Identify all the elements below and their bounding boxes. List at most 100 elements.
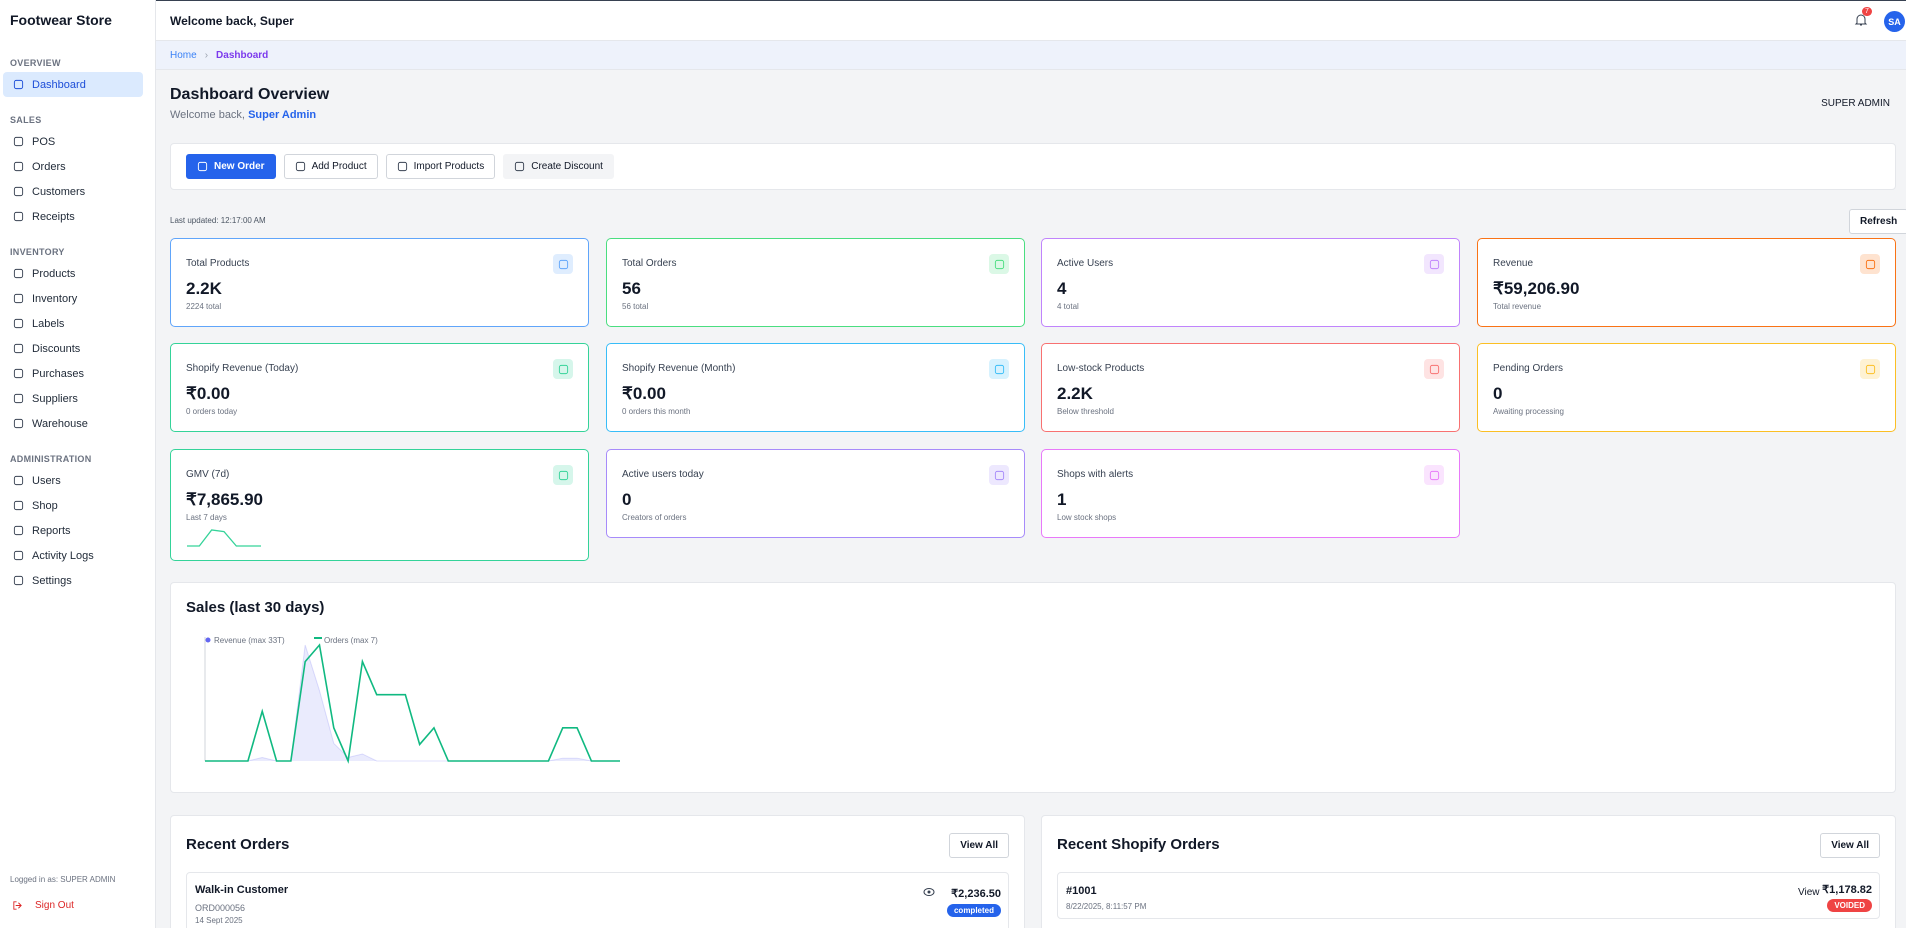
icon-shape [13,393,24,404]
nav-section: SALES POS Orders Customers Receipts [0,113,155,229]
stat-note: Creators of orders [622,513,687,522]
notifications[interactable]: 7 [1854,7,1872,32]
icon [13,525,24,536]
nav-item[interactable]: Reports [3,518,143,543]
nav-label: Reports [32,524,71,537]
nav-item[interactable]: Users [3,468,143,493]
shopify-order-item: #1001 8/22/2025, 8:11:57 PM View ₹1,178.… [1057,872,1880,919]
stat-card: Active users today 0 Creators of orders [606,449,1025,538]
icon [13,500,24,511]
stat-value: ₹59,206.90 [1493,279,1580,298]
stat-value: 0 [1493,384,1503,403]
stat-icon [553,359,573,379]
icon [13,418,24,429]
stat-label: Total Products [186,258,250,269]
nav-item[interactable]: Labels [3,311,143,336]
last-updated: Last updated: 12:17:00 AM [170,216,266,225]
actions-bar: New Order Add Product Import Products Creat… [170,143,1896,190]
avatar[interactable]: SA [1884,11,1905,32]
order-status: completed [946,904,1001,917]
action-button[interactable]: Add Product [283,154,378,179]
shopify-view[interactable]: View [1798,887,1820,898]
icon [558,364,568,374]
refresh-button[interactable]: Refresh [1849,209,1906,234]
icon-shape [1865,364,1875,374]
nav-item[interactable]: Products [3,261,143,286]
icon [1865,259,1875,269]
stat-note: 4 total [1057,302,1079,311]
stat-card: Revenue ₹59,206.90 Total revenue [1477,238,1896,327]
nav-item[interactable]: Purchases [3,361,143,386]
nav-item[interactable]: Settings [3,568,143,593]
nav-item[interactable]: Discounts [3,336,143,361]
view-all[interactable]: View All [1820,833,1880,858]
icon [397,161,407,172]
icon [1865,364,1875,374]
stat-note: 56 total [622,302,649,311]
icon [1429,364,1439,374]
nav-item[interactable]: Suppliers [3,386,143,411]
nav-label: Warehouse [32,417,88,430]
stat-note: Last 7 days [186,513,227,522]
nav-label: Receipts [32,210,75,223]
icon [1429,259,1439,269]
action-button[interactable]: Import Products [385,154,496,179]
icon-shape [13,136,24,147]
nav-item[interactable]: Shop [3,493,143,518]
icon-shape [13,79,24,90]
revenue-area [205,644,620,762]
nav-item[interactable]: Orders [3,154,143,179]
icon [13,318,24,329]
nav-label: Orders [32,160,66,173]
icon [558,470,568,480]
order-item[interactable]: Walk-in Customer ORD000056 14 Sept 2025 … [186,872,1009,928]
nav-item[interactable]: Inventory [3,286,143,311]
icon [13,575,24,586]
nav-item[interactable]: Dashboard [3,72,143,97]
nav-item[interactable]: POS [3,129,143,154]
nav-label: Customers [32,185,86,198]
recent-orders: Recent Orders View All Walk-in Customer … [170,815,1025,928]
nav-label: Users [32,474,61,487]
icon-shape [13,211,24,222]
stat-label: Total Orders [622,258,677,269]
view-icon[interactable] [923,887,935,897]
nav-label: Purchases [32,367,84,380]
stat-note: 0 orders this month [622,407,691,416]
nav-label: Products [32,267,76,280]
stat-icon [553,465,573,485]
action-button[interactable]: Create Discount [503,154,614,179]
icon [13,393,24,404]
sparkline [187,529,261,547]
nav-item[interactable]: Activity Logs [3,543,143,568]
stat-label: Active Users [1057,258,1114,269]
nav-item[interactable]: Customers [3,179,143,204]
icon-shape [295,161,305,172]
nav-label: Dashboard [32,78,86,91]
stat-label: GMV (7d) [186,469,230,480]
icon-shape [558,259,568,269]
icon [13,293,24,304]
icon-shape [1429,364,1439,374]
stat-card: Shopify Revenue (Month) ₹0.00 0 orders thi… [606,343,1025,432]
sales-card: Sales (last 30 days) Revenue (max 33T) Or… [170,582,1896,793]
icon-shape [13,293,24,304]
stat-icon [1424,465,1444,485]
nav-section-title: SALES [10,115,42,125]
stat-value: ₹0.00 [622,384,666,403]
nav-item[interactable]: Receipts [3,204,143,229]
crumb-home[interactable]: Home [170,49,197,61]
stat-note: Low stock shops [1057,513,1117,522]
action-button[interactable]: New Order [186,154,276,179]
view-all[interactable]: View All [949,833,1009,858]
bell-icon [1854,14,1868,26]
nav-section-title: ADMINISTRATION [10,454,92,464]
action-label: New Order [214,161,265,172]
nav-section: ADMINISTRATION Users Shop Reports Activity L… [0,452,155,593]
icon-shape [397,161,407,172]
stat-value: 56 [622,279,641,298]
icon-shape [13,418,24,429]
nav-item[interactable]: Warehouse [3,411,143,436]
sign-out[interactable]: Sign Out [12,900,74,911]
stat-label: Low-stock Products [1057,363,1145,374]
